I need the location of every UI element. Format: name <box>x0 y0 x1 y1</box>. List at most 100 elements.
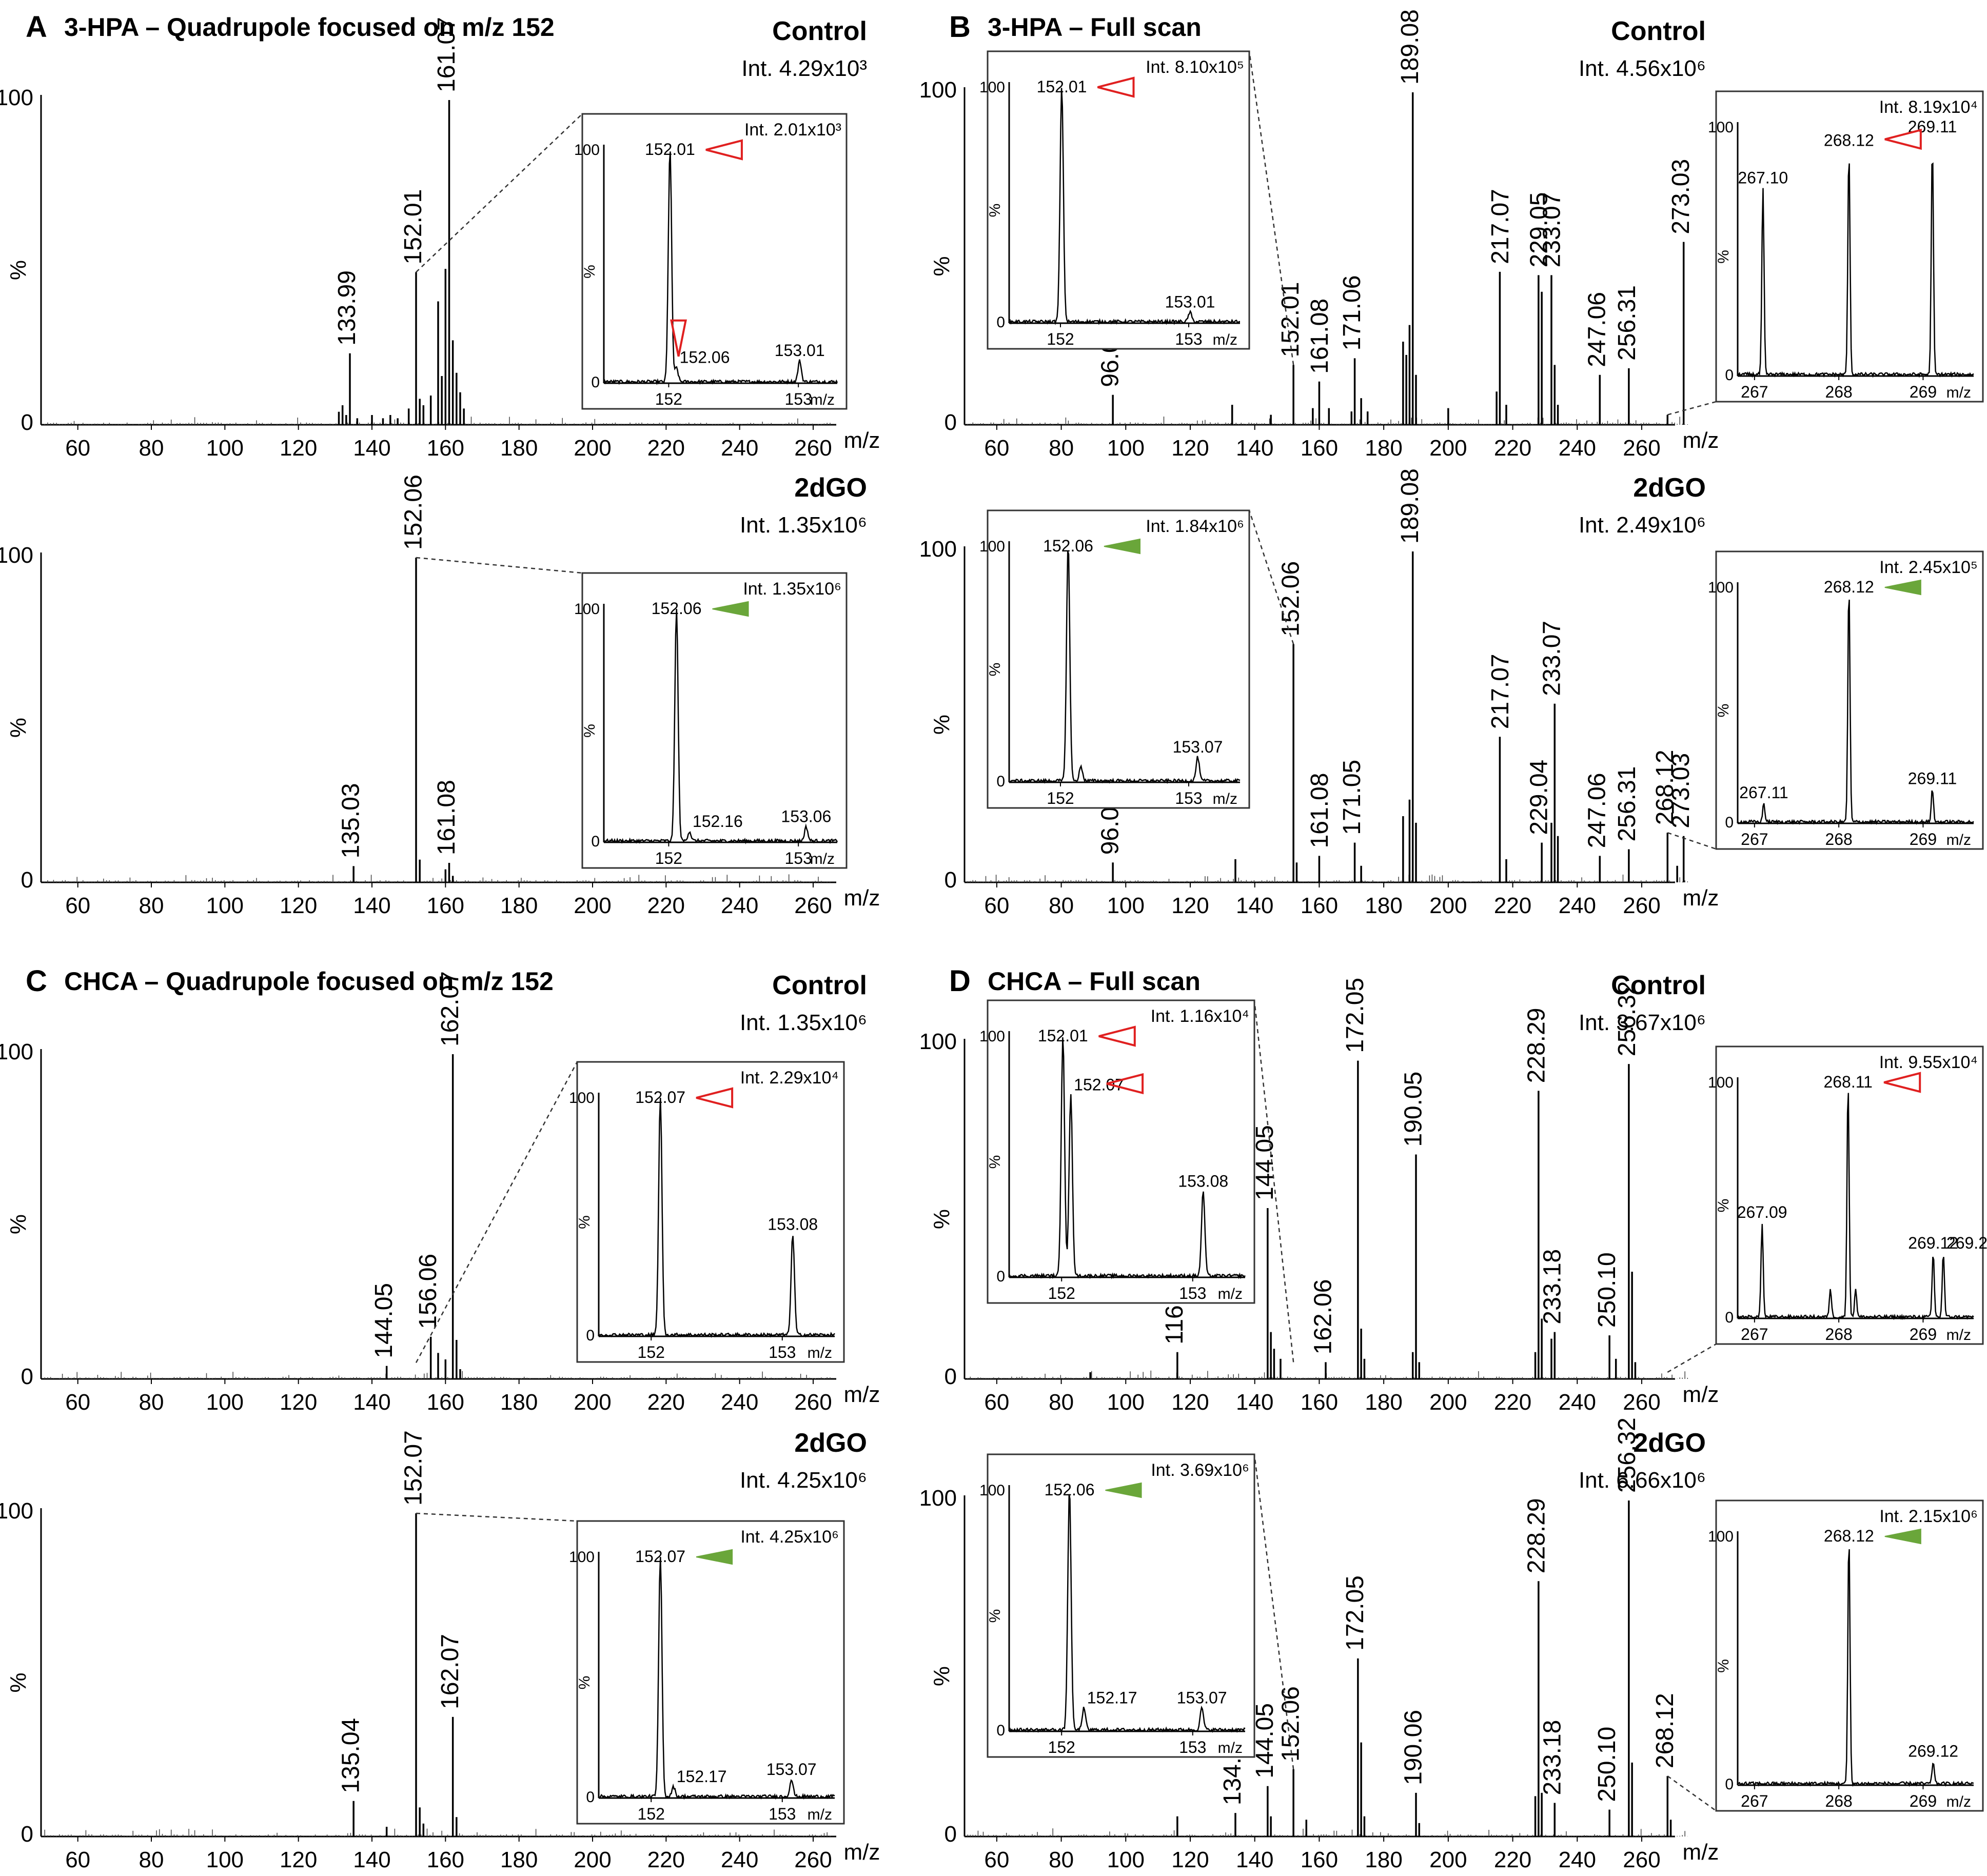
x-tick-label: 200 <box>574 893 611 918</box>
inset-peak-label: 153.01 <box>775 341 825 360</box>
x-tick-label: 260 <box>1623 436 1660 461</box>
inset-trace <box>1737 599 1974 825</box>
inset-spectrum: 100 0% m/z 267 268 269 Int. 9.55x10⁴ 267.09 268.… <box>1708 1045 1987 1345</box>
peak-label: 228.29 <box>1523 1008 1550 1083</box>
green-filled-marker <box>1884 1528 1921 1545</box>
inset-tick-label: 152 <box>655 849 682 867</box>
inset-y-label: % <box>576 1215 593 1229</box>
inset-peak-label: 268.12 <box>1824 578 1874 596</box>
x-tick-label: 160 <box>427 436 464 461</box>
inset-tick-label: 268 <box>1825 383 1852 401</box>
x-tick-label: 60 <box>984 1390 1009 1415</box>
inset-spectrum: 100 0% m/z 152 153 Int. 3.69x10⁶ 152.06 152.17 1… <box>979 1453 1255 1758</box>
peak-label: 133.99 <box>333 270 361 346</box>
inset-frame <box>581 572 848 869</box>
zoom-line <box>1253 1000 1294 1362</box>
inset-y-label: % <box>581 724 598 738</box>
y-axis-max: 100 <box>919 1486 957 1511</box>
inset-frame <box>987 509 1250 809</box>
x-tick-label: 200 <box>574 1390 611 1415</box>
inset-tick-label: 152 <box>638 1343 665 1361</box>
x-tick-label: 260 <box>794 1847 832 1872</box>
inset-y-max: 100 <box>1708 1528 1734 1545</box>
condition-label: Control <box>1611 971 1706 1000</box>
x-tick-label: 80 <box>1049 436 1074 461</box>
y-axis-label: % <box>6 718 31 738</box>
zoom-line <box>415 1061 578 1363</box>
x-tick-label: 120 <box>280 1847 317 1872</box>
x-tick-label: 180 <box>1365 436 1402 461</box>
x-tick-label: 240 <box>721 1390 758 1415</box>
inset-tick-label: 267 <box>1741 383 1768 401</box>
x-tick-label: 220 <box>647 1847 685 1872</box>
inset-y-min: 0 <box>996 1722 1005 1739</box>
baseline-noise <box>967 874 1688 882</box>
red-open-marker <box>696 1087 734 1109</box>
peak-label: 172.05 <box>1342 978 1369 1053</box>
x-tick-label: 80 <box>1049 1390 1074 1415</box>
x-tick-label: 120 <box>1171 436 1209 461</box>
inset-y-max: 100 <box>574 601 600 618</box>
inset-y-label: % <box>1715 704 1732 718</box>
red-open-marker <box>1883 1072 1921 1093</box>
inset-spectrum: 100 0% m/z 152 153 Int. 2.29x10⁴ 152.07 153.08 <box>569 1061 845 1363</box>
x-tick-label: 140 <box>353 893 390 918</box>
intensity-label: Int. 4.29x10³ <box>741 56 867 81</box>
inset-tick-label: 153 <box>784 849 812 867</box>
inset-y-label: % <box>576 1676 593 1690</box>
peak-label: 256.32 <box>1614 981 1641 1056</box>
peak-label: 250.10 <box>1593 1727 1621 1802</box>
peak-label: 152.06 <box>1277 1686 1305 1762</box>
inset-x-label: m/z <box>1946 832 1971 848</box>
peak-label: 144.05 <box>1251 1703 1278 1779</box>
peak-label: 162.06 <box>1309 1279 1336 1355</box>
inset-x-label: m/z <box>1213 791 1237 807</box>
x-tick-label: 180 <box>500 436 538 461</box>
inset-y-min: 0 <box>1725 1309 1734 1326</box>
inset-y-min: 0 <box>591 833 600 850</box>
x-tick-label: 240 <box>721 1847 758 1872</box>
inset-x-label: m/z <box>1218 1740 1243 1756</box>
baseline-noise <box>44 417 831 425</box>
inset-frame <box>1715 550 1984 850</box>
inset-intensity: Int. 9.55x10⁴ <box>1879 1053 1978 1072</box>
x-tick-label: 100 <box>206 1847 244 1872</box>
x-tick-label: 260 <box>794 1390 832 1415</box>
x-tick-label: 260 <box>794 436 832 461</box>
baseline-noise <box>44 1371 831 1379</box>
peak-label: 190.06 <box>1400 1710 1427 1785</box>
inset-peak-label: 152.01 <box>1038 1026 1088 1045</box>
peak-label: 152.06 <box>400 475 427 550</box>
inset-peak-label: 153.07 <box>766 1760 817 1779</box>
inset-peak-label: 153.08 <box>768 1215 818 1234</box>
x-tick-label: 140 <box>1236 436 1273 461</box>
red-open-marker <box>1884 128 1922 150</box>
inset-peak-label: 267.09 <box>1737 1203 1787 1221</box>
x-tick-label: 220 <box>1494 893 1531 918</box>
baseline-noise <box>967 417 1688 425</box>
inset-x-label: m/z <box>1946 384 1971 401</box>
peak-label: 256.32 <box>1614 1417 1641 1493</box>
inset-y-max: 100 <box>979 79 1005 96</box>
inset-y-max: 100 <box>979 1028 1005 1045</box>
inset-y-max: 100 <box>574 142 600 159</box>
inset-tick-label: 267 <box>1741 1325 1768 1344</box>
x-tick-label: 200 <box>1429 1847 1467 1872</box>
x-tick-label: 60 <box>65 1390 90 1415</box>
x-tick-label: 100 <box>206 1390 244 1415</box>
x-tick-label: 220 <box>647 1390 685 1415</box>
peak-label: 229.05 <box>1525 192 1552 268</box>
x-tick-label: 220 <box>647 893 685 918</box>
intensity-label: Int. 4.25x10⁶ <box>740 1468 867 1493</box>
x-tick-label: 120 <box>280 436 317 461</box>
peak-label: 189.08 <box>1396 468 1424 544</box>
inset-y-min: 0 <box>1725 367 1734 384</box>
inset-trace <box>1737 1549 1974 1787</box>
y-axis-min: 0 <box>21 1822 33 1847</box>
inset-peak-label: 152.07 <box>1074 1076 1124 1094</box>
panel-headers: A 3-HPA – Quadrupole focused on m/z 152 … <box>26 10 1202 998</box>
x-axis-label: m/z <box>1683 1382 1719 1407</box>
x-tick-label: 260 <box>1623 1847 1660 1872</box>
inset-x-label: m/z <box>808 1806 832 1823</box>
